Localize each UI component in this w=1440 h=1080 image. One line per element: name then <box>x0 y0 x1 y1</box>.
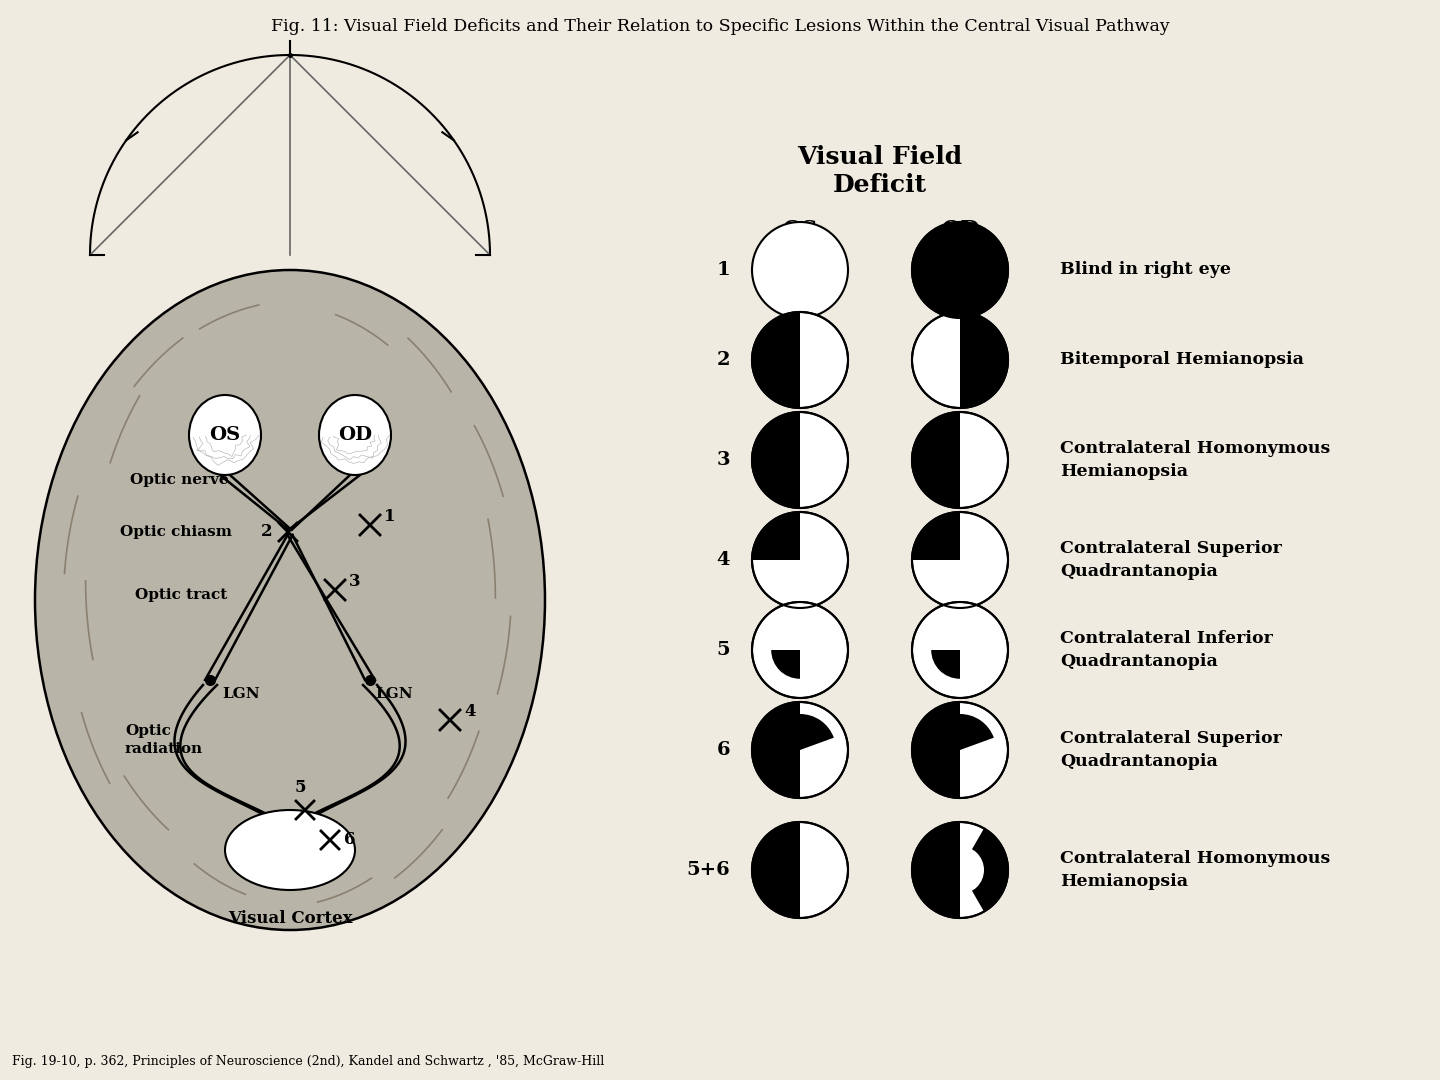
Text: Contralateral Superior
Quadrantanopia: Contralateral Superior Quadrantanopia <box>1060 730 1282 770</box>
Text: Bitemporal Hemianopsia: Bitemporal Hemianopsia <box>1060 351 1303 368</box>
Circle shape <box>752 512 848 608</box>
Ellipse shape <box>189 395 261 475</box>
Text: 3: 3 <box>716 451 730 469</box>
Wedge shape <box>801 850 821 890</box>
Circle shape <box>752 222 848 318</box>
Circle shape <box>752 822 848 918</box>
Text: Optic tract: Optic tract <box>135 588 228 602</box>
Text: OS: OS <box>782 219 818 241</box>
Circle shape <box>912 512 1008 608</box>
Text: OD: OD <box>338 426 372 444</box>
Wedge shape <box>772 650 801 679</box>
Text: Contralateral Inferior
Quadrantanopia: Contralateral Inferior Quadrantanopia <box>1060 631 1273 670</box>
Text: Visual Field
Deficit: Visual Field Deficit <box>798 145 962 197</box>
Text: Blind in right eye: Blind in right eye <box>1060 261 1231 279</box>
Text: Fig. 19-10, p. 362, Principles of Neuroscience (2nd), Kandel and Schwartz , '85,: Fig. 19-10, p. 362, Principles of Neuros… <box>12 1055 605 1068</box>
Text: Visual Cortex: Visual Cortex <box>228 910 353 927</box>
Ellipse shape <box>35 270 544 930</box>
Text: 5+6: 5+6 <box>687 861 730 879</box>
Circle shape <box>912 822 1008 918</box>
Circle shape <box>912 222 1008 318</box>
Text: 4: 4 <box>717 551 730 569</box>
Wedge shape <box>912 702 960 798</box>
Text: 1: 1 <box>384 508 396 525</box>
Text: 6: 6 <box>344 831 356 848</box>
Wedge shape <box>960 312 1008 408</box>
Wedge shape <box>912 512 960 561</box>
Text: Contralateral Homonymous
Hemianopsia: Contralateral Homonymous Hemianopsia <box>1060 850 1331 890</box>
Wedge shape <box>960 714 994 750</box>
Wedge shape <box>752 312 801 408</box>
Text: 2: 2 <box>717 351 730 369</box>
Text: Optic chiasm: Optic chiasm <box>120 525 232 539</box>
Circle shape <box>752 602 848 698</box>
Text: 4: 4 <box>464 703 475 720</box>
Circle shape <box>912 312 1008 408</box>
Wedge shape <box>932 650 960 679</box>
Text: 6: 6 <box>716 741 730 759</box>
Text: Optic
radiation: Optic radiation <box>125 725 203 756</box>
Wedge shape <box>752 512 801 561</box>
Text: LGN: LGN <box>374 687 413 701</box>
Wedge shape <box>752 822 801 918</box>
Text: OS: OS <box>209 426 240 444</box>
Text: Contralateral Homonymous
Hemianopsia: Contralateral Homonymous Hemianopsia <box>1060 441 1331 480</box>
Text: LGN: LGN <box>222 687 259 701</box>
Ellipse shape <box>320 395 392 475</box>
Text: 3: 3 <box>348 573 360 590</box>
Circle shape <box>912 702 1008 798</box>
Circle shape <box>752 312 848 408</box>
Wedge shape <box>912 411 960 508</box>
Text: Contralateral Superior
Quadrantanopia: Contralateral Superior Quadrantanopia <box>1060 540 1282 580</box>
Circle shape <box>912 602 1008 698</box>
Text: Fig. 11: Visual Field Deficits and Their Relation to Specific Lesions Within the: Fig. 11: Visual Field Deficits and Their… <box>271 18 1169 35</box>
Text: 2: 2 <box>261 523 272 540</box>
Wedge shape <box>960 850 981 890</box>
Circle shape <box>752 411 848 508</box>
Wedge shape <box>912 822 960 918</box>
Text: Optic nerve: Optic nerve <box>130 473 229 487</box>
Wedge shape <box>960 828 1008 912</box>
Text: OD: OD <box>940 219 979 241</box>
Circle shape <box>752 702 848 798</box>
Text: 5: 5 <box>294 779 305 796</box>
Ellipse shape <box>225 810 356 890</box>
Text: 5: 5 <box>716 642 730 659</box>
Wedge shape <box>801 714 834 750</box>
Circle shape <box>912 222 1008 318</box>
Text: 1: 1 <box>716 261 730 279</box>
Circle shape <box>912 411 1008 508</box>
Wedge shape <box>752 411 801 508</box>
Wedge shape <box>960 846 984 894</box>
Wedge shape <box>752 702 801 798</box>
